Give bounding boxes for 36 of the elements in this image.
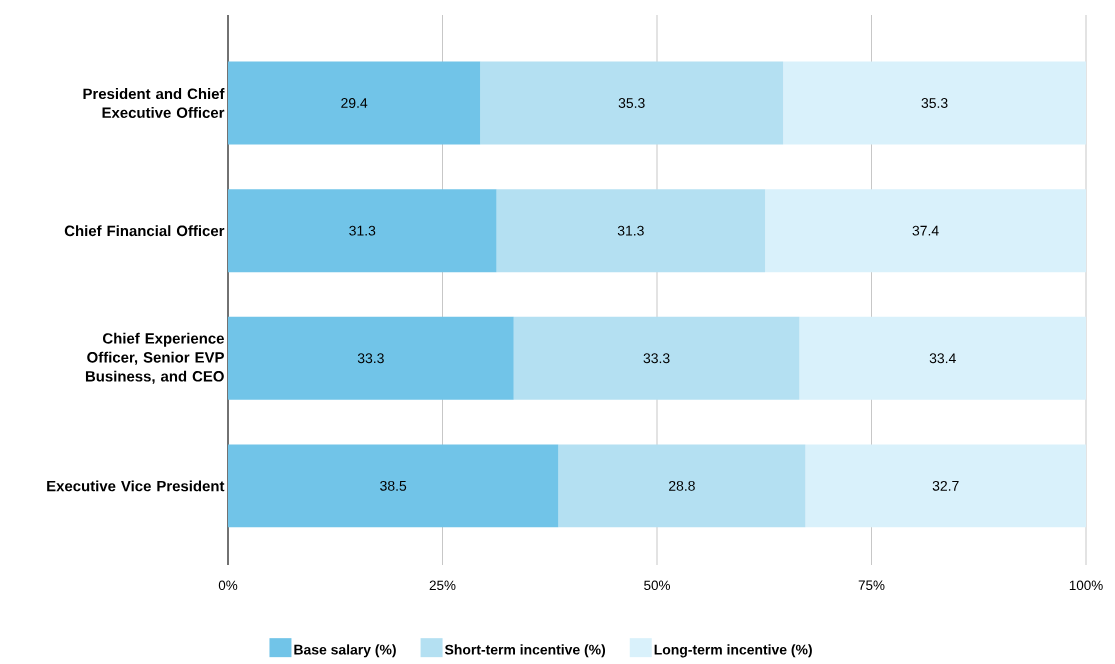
data-label: 35.3 bbox=[618, 98, 645, 108]
legend-label: Short-term incentive (%) bbox=[444, 644, 606, 658]
data-label: 35.3 bbox=[921, 98, 948, 108]
x-tick-label: 50% bbox=[644, 580, 670, 591]
bar bbox=[805, 444, 1087, 528]
data-label: 33.3 bbox=[357, 353, 384, 364]
y-tick-label: President and Chief Executive Officer bbox=[83, 88, 225, 118]
data-label: 31.3 bbox=[349, 225, 376, 236]
x-tick-label: 100% bbox=[1069, 580, 1103, 591]
bar bbox=[228, 316, 514, 400]
data-label: 28.8 bbox=[669, 480, 695, 491]
y-tick-label: Chief Financial Officer bbox=[64, 225, 225, 237]
bar bbox=[799, 316, 1087, 400]
y-tick-label: Executive Vice President bbox=[47, 480, 225, 492]
legend-label: Base salary (%) bbox=[294, 644, 396, 658]
bar bbox=[480, 61, 784, 145]
bar bbox=[228, 189, 497, 273]
data-label: 32.7 bbox=[932, 480, 959, 491]
bar bbox=[228, 444, 559, 528]
bar bbox=[496, 189, 766, 273]
bar bbox=[558, 444, 806, 528]
x-tick-label: 75% bbox=[858, 580, 885, 590]
data-label: 33.4 bbox=[929, 353, 956, 364]
x-tick-label: 0% bbox=[218, 580, 238, 591]
bar bbox=[513, 316, 800, 400]
bar bbox=[765, 189, 1087, 273]
y-tick-label: Chief Experience Officer, Senior EVP Business, and CEO bbox=[85, 332, 224, 384]
data-label: 31.3 bbox=[617, 225, 644, 236]
data-label: 29.4 bbox=[341, 98, 368, 108]
x-tick-label: 25% bbox=[429, 580, 456, 591]
bar bbox=[228, 61, 481, 145]
data-label: 33.3 bbox=[643, 353, 670, 364]
bar bbox=[783, 61, 1087, 145]
data-label: 37.4 bbox=[912, 225, 939, 236]
data-label: 38.5 bbox=[380, 480, 407, 491]
legend-label: Long-term incentive (%) bbox=[654, 644, 812, 658]
